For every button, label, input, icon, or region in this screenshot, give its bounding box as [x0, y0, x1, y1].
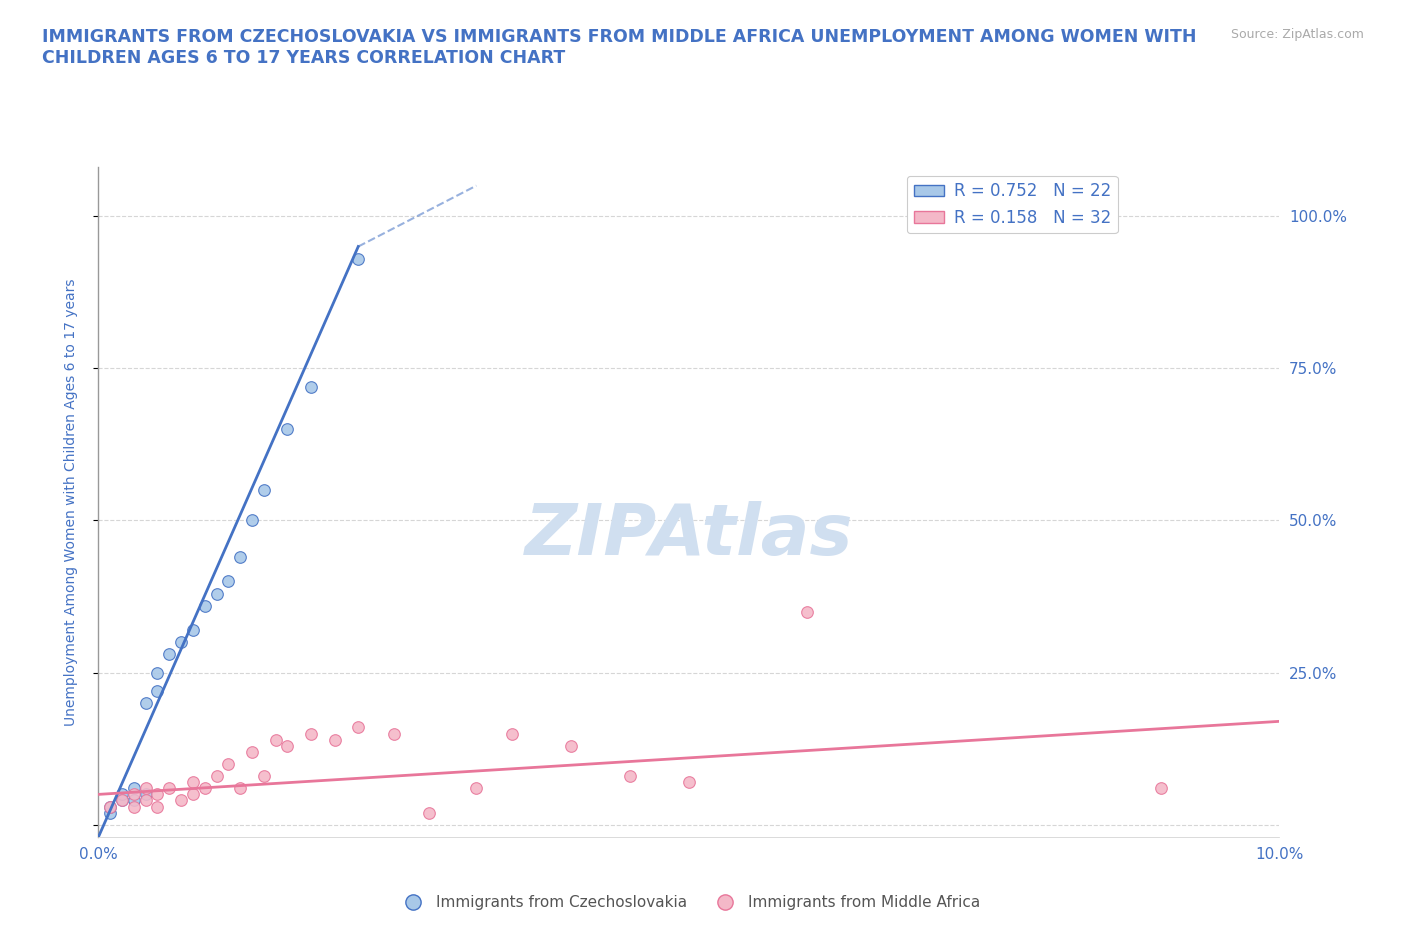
Point [181, 775, 204, 790]
Point [111, 793, 134, 808]
Point [347, 720, 370, 735]
Point [111, 787, 134, 802]
Point [253, 769, 276, 784]
Point [796, 604, 818, 619]
Point [1150, 781, 1173, 796]
Point [253, 483, 276, 498]
Point [619, 769, 641, 784]
Point [181, 622, 204, 637]
Point [98, 799, 121, 814]
Y-axis label: Unemployment Among Women with Children Ages 6 to 17 years: Unemployment Among Women with Children A… [63, 278, 77, 726]
Point [205, 769, 228, 784]
Point [678, 775, 700, 790]
Point [135, 793, 157, 808]
Point [122, 787, 145, 802]
Point [194, 781, 217, 796]
Point [122, 781, 145, 796]
Point [418, 805, 440, 820]
Point [135, 696, 157, 711]
Point [299, 379, 322, 394]
Point [382, 726, 405, 741]
Point [135, 787, 157, 802]
Point [146, 799, 169, 814]
Point [560, 738, 582, 753]
Point [205, 586, 228, 601]
Point [465, 781, 488, 796]
Point [181, 787, 204, 802]
Point [229, 781, 252, 796]
Point [157, 781, 180, 796]
Point [98, 799, 121, 814]
Point [276, 738, 298, 753]
Point [170, 793, 193, 808]
Point [217, 756, 239, 771]
Point [240, 744, 263, 759]
Point [229, 550, 252, 565]
Point [146, 787, 169, 802]
Point [501, 726, 523, 741]
Point [122, 793, 145, 808]
Point [217, 574, 239, 589]
Point [146, 684, 169, 698]
Legend: Immigrants from Czechoslovakia, Immigrants from Middle Africa: Immigrants from Czechoslovakia, Immigran… [391, 889, 987, 916]
Text: IMMIGRANTS FROM CZECHOSLOVAKIA VS IMMIGRANTS FROM MIDDLE AFRICA UNEMPLOYMENT AMO: IMMIGRANTS FROM CZECHOSLOVAKIA VS IMMIGR… [42, 28, 1197, 67]
Point [170, 635, 193, 650]
Point [122, 799, 145, 814]
Point [299, 726, 322, 741]
Point [347, 251, 370, 266]
Point [135, 781, 157, 796]
Text: ZIPAtlas: ZIPAtlas [524, 501, 853, 570]
Point [194, 598, 217, 613]
Point [323, 732, 346, 747]
Text: Source: ZipAtlas.com: Source: ZipAtlas.com [1230, 28, 1364, 41]
Point [157, 647, 180, 662]
Point [276, 421, 298, 436]
Point [240, 513, 263, 528]
Point [146, 665, 169, 680]
Point [111, 793, 134, 808]
Point [98, 805, 121, 820]
Point [264, 732, 287, 747]
